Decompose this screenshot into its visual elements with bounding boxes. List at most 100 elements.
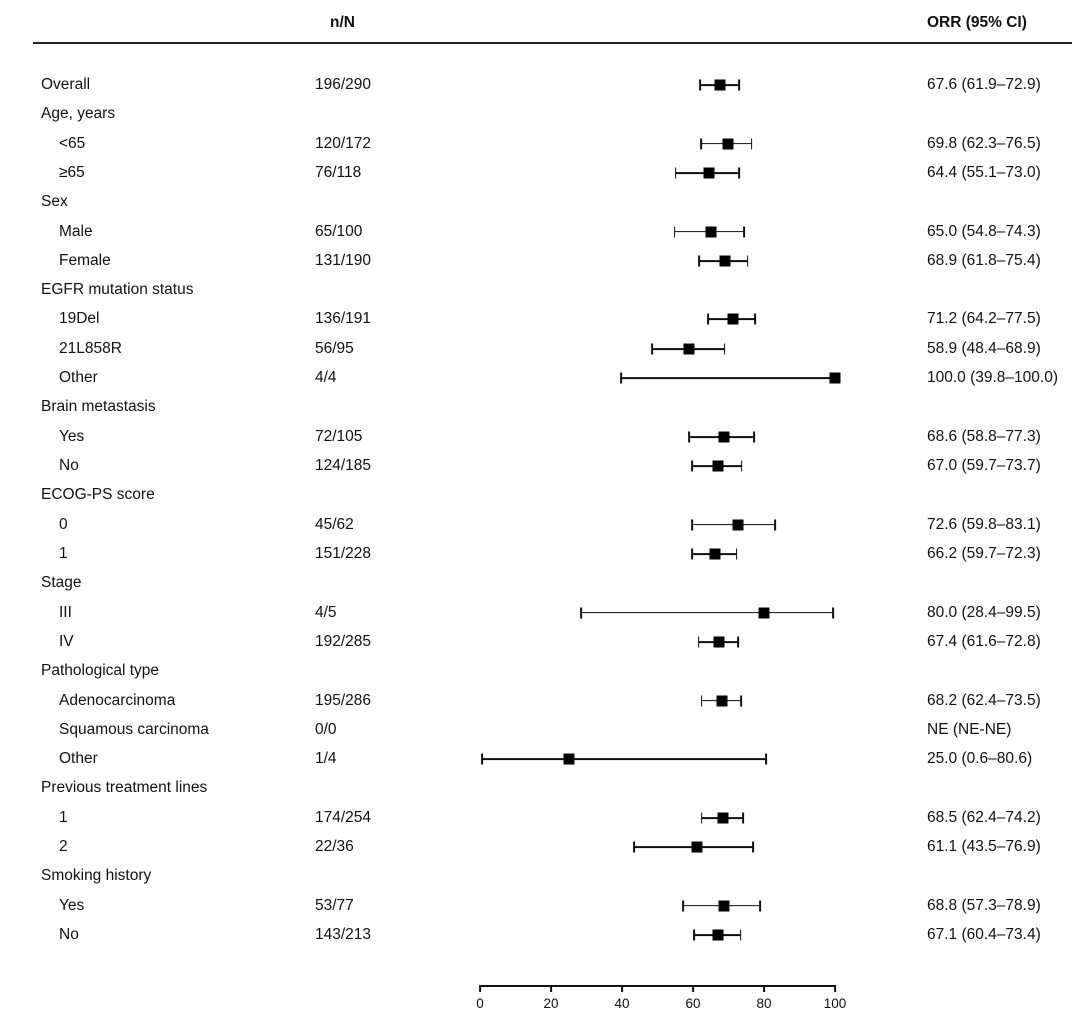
ci-upper-cap: [742, 226, 745, 238]
point-estimate-marker: [719, 255, 731, 267]
orr-ci-value: 69.8 (62.3–76.5): [927, 134, 1041, 152]
subgroup-header-label: Smoking history: [41, 867, 152, 885]
ci-upper-cap: [737, 79, 740, 91]
ci-lower-cap: [691, 548, 693, 560]
n-over-N-value: 120/172: [315, 134, 372, 152]
ci-upper-cap: [765, 753, 768, 765]
x-axis-tick-label: 100: [823, 996, 847, 1011]
point-estimate-marker: [691, 841, 703, 853]
ci-interval-line: [580, 611, 834, 614]
ci-lower-cap: [650, 343, 653, 355]
ci-upper-cap: [752, 841, 754, 853]
ci-upper-cap: [759, 900, 761, 912]
point-estimate-marker: [705, 226, 717, 238]
ci-lower-cap: [700, 695, 703, 706]
n-over-N-value: 131/190: [315, 251, 372, 269]
subgroup-header-label: Overall: [41, 76, 91, 93]
ci-upper-cap: [738, 167, 741, 179]
ci-lower-cap: [693, 929, 696, 941]
x-axis-tick-label: 40: [614, 996, 630, 1011]
orr-ci-value: 68.9 (61.8–75.4): [927, 251, 1041, 269]
n-over-N-value: 143/213: [315, 925, 372, 943]
point-estimate-marker: [732, 519, 744, 531]
ci-interval-line: [482, 758, 767, 761]
orr-ci-value: NE (NE-NE): [927, 720, 1012, 738]
ci-lower-cap: [697, 636, 700, 648]
orr-ci-value: 80.0 (28.4–99.5): [927, 603, 1041, 621]
ci-lower-cap: [481, 753, 484, 765]
subgroup-header-label: Age, years: [41, 105, 116, 123]
subgroup-item-label: Squamous carcinoma: [59, 720, 209, 738]
x-axis-tick: [479, 985, 481, 992]
orr-ci-value: 68.6 (58.8–77.3): [927, 427, 1041, 445]
orr-ci-value: 68.5 (62.4–74.2): [927, 808, 1041, 826]
point-estimate-marker: [829, 372, 841, 384]
x-axis-tick-label: 0: [476, 996, 484, 1011]
orr-ci-value: 58.9 (48.4–68.9): [927, 339, 1041, 357]
ci-upper-cap: [774, 519, 776, 531]
n-over-N-value: 56/95: [315, 339, 354, 357]
subgroup-item-label: 0: [59, 515, 68, 533]
column-header-orr-ci: ORR (95% CI): [927, 14, 1027, 31]
n-over-N-value: 196/290: [315, 76, 372, 93]
point-estimate-marker: [718, 900, 730, 912]
ci-upper-cap: [832, 607, 835, 619]
n-over-N-value: 195/286: [315, 691, 372, 709]
subgroup-item-label: Other: [59, 750, 98, 768]
ci-lower-cap: [579, 607, 582, 619]
orr-ci-value: 71.2 (64.2–77.5): [927, 310, 1041, 328]
n-over-N-value: 192/285: [315, 632, 372, 650]
n-over-N-value: 1/4: [315, 750, 337, 768]
subgroup-header-label: EGFR mutation status: [41, 281, 194, 299]
subgroup-header-label: ECOG-PS score: [41, 486, 155, 504]
subgroup-item-label: Yes: [59, 896, 85, 914]
subgroup-item-label: ≥65: [59, 163, 85, 181]
subgroup-header-label: Sex: [41, 193, 68, 211]
subgroup-item-label: <65: [59, 134, 86, 152]
ci-lower-cap: [700, 812, 703, 824]
point-estimate-marker: [713, 636, 725, 648]
orr-ci-value: 67.6 (61.9–72.9): [927, 76, 1041, 93]
x-axis-line: [480, 985, 835, 987]
subgroup-item-label: 1: [59, 544, 68, 562]
orr-ci-value: 68.2 (62.4–73.5): [927, 691, 1041, 709]
x-axis-tick-label: 20: [543, 996, 559, 1011]
n-over-N-value: 151/228: [315, 544, 372, 562]
orr-ci-value: 64.4 (55.1–73.0): [927, 163, 1041, 181]
ci-interval-line: [621, 377, 835, 379]
point-estimate-marker: [712, 929, 724, 941]
n-over-N-value: 174/254: [315, 808, 372, 826]
ci-lower-cap: [691, 519, 694, 531]
orr-ci-value: 67.1 (60.4–73.4): [927, 925, 1041, 943]
n-over-N-value: 4/5: [315, 603, 337, 621]
n-over-N-value: 53/77: [315, 896, 354, 914]
ci-upper-cap: [750, 138, 753, 150]
ci-upper-cap: [739, 929, 742, 941]
ci-upper-cap: [737, 636, 740, 648]
subgroup-item-label: Female: [59, 251, 111, 269]
ci-upper-cap: [754, 313, 757, 325]
subgroup-item-label: No: [59, 925, 79, 943]
ci-lower-cap: [673, 226, 676, 238]
subgroup-item-label: Adenocarcinoma: [59, 691, 176, 709]
ci-upper-cap: [753, 431, 756, 443]
x-axis-tick-label: 60: [685, 996, 701, 1011]
orr-ci-value: 67.4 (61.6–72.8): [927, 632, 1041, 650]
subgroup-header-label: Stage: [41, 574, 82, 592]
ci-lower-cap: [674, 167, 677, 179]
subgroup-item-label: Male: [59, 222, 93, 240]
point-estimate-marker: [714, 79, 726, 91]
x-axis-tick: [763, 985, 765, 992]
subgroup-item-label: IV: [59, 632, 74, 650]
ci-lower-cap: [691, 460, 693, 472]
subgroup-item-label: III: [59, 603, 72, 621]
point-estimate-marker: [703, 167, 715, 179]
ci-lower-cap: [620, 372, 623, 384]
n-over-N-value: 65/100: [315, 222, 363, 240]
n-over-N-value: 72/105: [315, 427, 363, 445]
ci-upper-cap: [723, 343, 726, 355]
point-estimate-marker: [709, 548, 721, 560]
point-estimate-marker: [683, 343, 695, 355]
ci-upper-cap: [746, 255, 749, 267]
subgroup-item-label: 21L858R: [59, 339, 122, 357]
